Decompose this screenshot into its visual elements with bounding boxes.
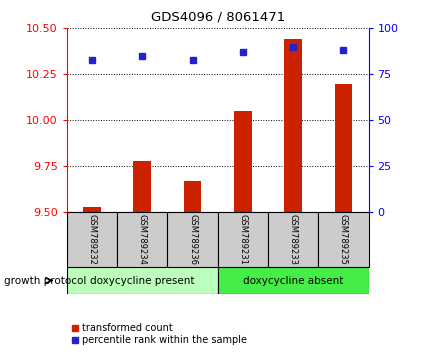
Bar — [334, 84, 351, 212]
Text: GSM789232: GSM789232 — [87, 215, 96, 265]
Bar — [267, 212, 317, 267]
Bar — [67, 267, 217, 294]
Text: GSM789231: GSM789231 — [238, 215, 247, 265]
Bar — [167, 212, 217, 267]
Text: doxycycline absent: doxycycline absent — [243, 275, 342, 286]
Text: growth protocol: growth protocol — [4, 275, 86, 286]
Text: doxycycline present: doxycycline present — [90, 275, 194, 286]
Text: GSM789235: GSM789235 — [338, 215, 347, 265]
Bar — [183, 181, 201, 212]
Bar — [67, 212, 117, 267]
Text: GDS4096 / 8061471: GDS4096 / 8061471 — [150, 11, 284, 24]
Text: GSM789234: GSM789234 — [138, 215, 146, 265]
Legend: transformed count, percentile rank within the sample: transformed count, percentile rank withi… — [67, 319, 250, 349]
Bar — [83, 207, 101, 212]
Text: GSM789233: GSM789233 — [288, 214, 297, 266]
Bar — [117, 212, 167, 267]
Bar — [217, 212, 267, 267]
Bar — [233, 111, 251, 212]
Bar — [133, 161, 150, 212]
Bar — [284, 39, 301, 212]
Text: GSM789236: GSM789236 — [187, 214, 197, 266]
Bar — [217, 267, 368, 294]
Bar — [317, 212, 368, 267]
